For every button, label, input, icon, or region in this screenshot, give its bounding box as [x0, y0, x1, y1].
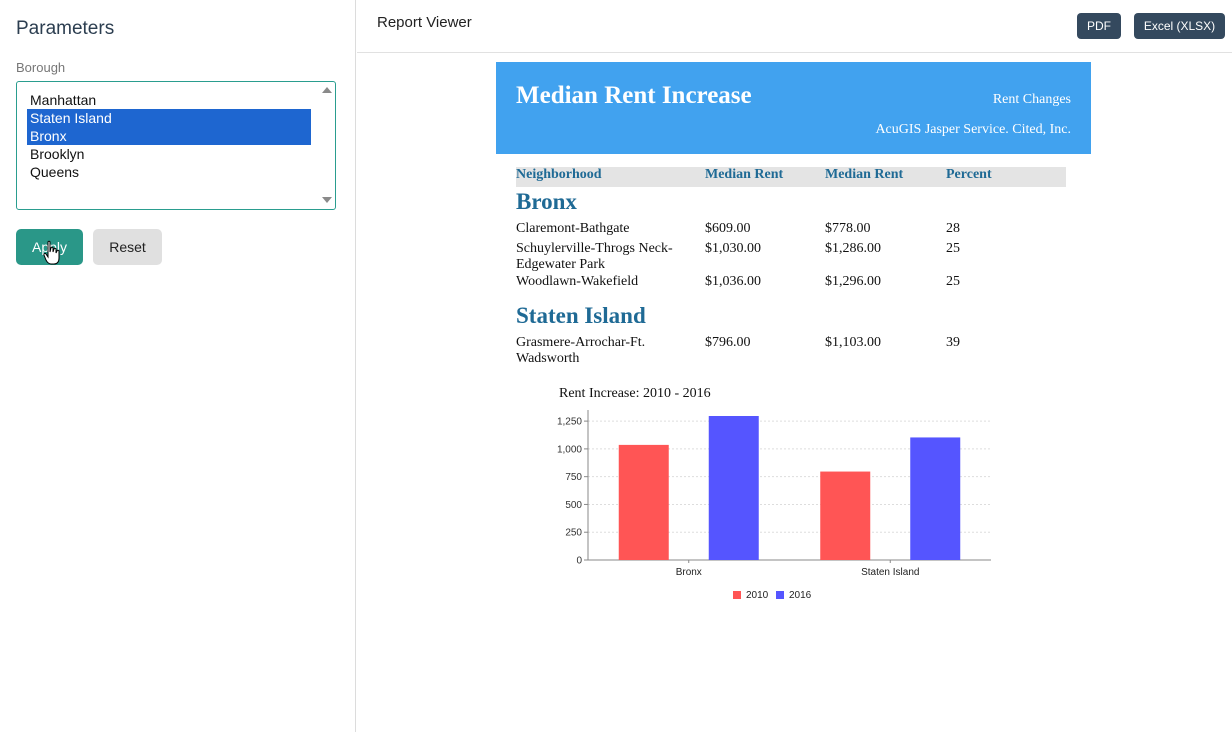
column-header-percent: Percent [946, 167, 992, 182]
row-neighborhood: Schuylerville-Throgs Neck-Edgewater Park [516, 241, 673, 272]
y-tick-label: 0 [576, 556, 582, 567]
parameters-title: Parameters [16, 18, 115, 39]
reset-button[interactable]: Reset [93, 229, 162, 265]
column-header-neighborhood: Neighborhood [516, 167, 602, 182]
borough-option-queens[interactable]: Queens [30, 164, 80, 180]
borough-label: Borough [16, 60, 66, 75]
report-banner: Median Rent Increase Rent Changes AcuGIS… [496, 62, 1091, 154]
y-tick-label: 750 [565, 472, 582, 483]
legend-swatch [776, 591, 784, 599]
row-percent: 39 [946, 335, 960, 350]
row-rent-2016: $1,286.00 [825, 241, 881, 256]
borough-option-brooklyn[interactable]: Brooklyn [30, 146, 85, 162]
borough-option-manhattan[interactable]: Manhattan [30, 92, 97, 108]
y-tick-label: 1,250 [557, 417, 582, 428]
hand-cursor-icon [43, 240, 60, 265]
row-percent: 28 [946, 221, 960, 236]
report-viewer-title: Report Viewer [377, 14, 472, 31]
row-neighborhood: Grasmere-Arrochar-Ft. Wadsworth [516, 335, 646, 366]
row-rent-2016: $1,103.00 [825, 335, 881, 350]
borough-listbox[interactable]: Manhattan Staten Island Bronx Brooklyn Q… [16, 81, 336, 210]
row-rent-2010: $1,030.00 [705, 241, 761, 256]
report-credit: AcuGIS Jasper Service. Cited, Inc. [875, 122, 1071, 137]
column-header-median-rent-2016: Median Rent [825, 167, 904, 182]
scroll-up-arrow-icon[interactable] [322, 87, 332, 93]
report-title: Median Rent Increase [516, 82, 752, 109]
legend-swatch [733, 591, 741, 599]
legend-label: 2010 [746, 590, 769, 601]
legend-label: 2016 [789, 590, 812, 601]
report-subtitle: Rent Changes [992, 92, 1071, 107]
y-tick-label: 1,000 [557, 444, 582, 455]
pdf-export-button[interactable]: PDF [1077, 13, 1121, 39]
row-rent-2010: $796.00 [705, 335, 751, 350]
row-percent: 25 [946, 274, 960, 289]
row-rent-2016: $778.00 [825, 221, 871, 236]
bar-2010-staten-island [820, 471, 871, 560]
row-neighborhood: Woodlawn-Wakefield [516, 274, 639, 289]
bar-2016-bronx [708, 416, 759, 560]
report-column-headers: Neighborhood Median Rent Median Rent Per… [516, 167, 1066, 187]
borough-option-bronx[interactable]: Bronx [27, 127, 311, 145]
row-percent: 25 [946, 241, 960, 256]
row-rent-2010: $609.00 [705, 221, 751, 236]
borough-option-staten-island[interactable]: Staten Island [27, 109, 311, 127]
chart-title: Rent Increase: 2010 - 2016 [559, 386, 711, 401]
bar-2010-bronx [618, 444, 669, 560]
xlsx-export-button[interactable]: Excel (XLSX) [1134, 13, 1225, 39]
y-tick-label: 250 [565, 528, 582, 539]
row-rent-2016: $1,296.00 [825, 274, 881, 289]
bar-2016-staten-island [910, 437, 961, 560]
group-heading-bronx: Bronx [516, 189, 577, 214]
x-tick-label: Bronx [676, 567, 702, 578]
column-header-median-rent-2010: Median Rent [705, 167, 784, 182]
rent-increase-bar-chart: 0 250 500 750 1,000 1,250 Bronx Staten Island 20… [557, 410, 991, 601]
report-viewer-header: Report Viewer PDF Excel (XLSX) [357, 0, 1232, 53]
x-tick-label: Staten Island [861, 567, 919, 578]
row-rent-2010: $1,036.00 [705, 274, 761, 289]
scroll-down-arrow-icon[interactable] [322, 197, 332, 203]
y-tick-label: 500 [565, 500, 582, 511]
parameters-sidebar: Parameters Borough Manhattan Staten Isla… [0, 0, 356, 732]
group-heading-staten-island: Staten Island [516, 303, 646, 328]
row-neighborhood: Claremont-Bathgate [516, 221, 630, 236]
